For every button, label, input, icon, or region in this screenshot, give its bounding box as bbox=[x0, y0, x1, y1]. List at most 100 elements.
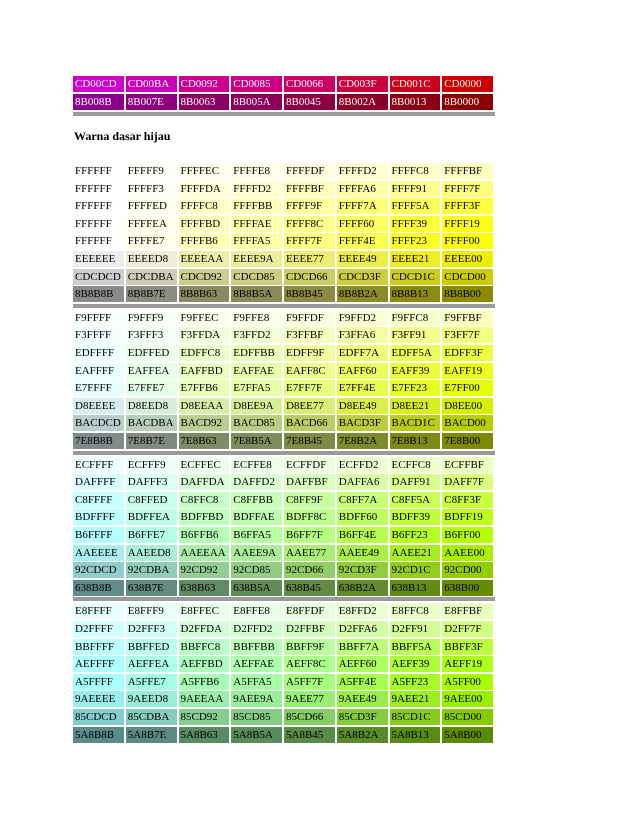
color-cell: FFFF23 bbox=[389, 233, 441, 250]
color-cell: 5A8B13 bbox=[389, 726, 441, 743]
color-cell: 9AEE9A bbox=[231, 691, 282, 708]
color-cell: 5A8B8B bbox=[73, 726, 124, 743]
color-cell: 7E8B5A bbox=[231, 433, 282, 449]
color-cell: AEFF8C bbox=[284, 656, 335, 673]
color-cell: F3FF7F bbox=[442, 327, 493, 344]
color-cell: 92CDBA bbox=[125, 562, 177, 579]
color-cell: BDFF39 bbox=[389, 509, 441, 526]
color-cell: D8EEAA bbox=[178, 397, 230, 414]
color-cell: DAFFBF bbox=[284, 474, 335, 491]
color-cell: EEEE00 bbox=[442, 251, 493, 267]
color-cell: AAEE77 bbox=[284, 544, 335, 561]
color-cell: ECFFBF bbox=[442, 456, 493, 473]
color-cell: CDCD66 bbox=[284, 268, 335, 285]
color-cell: FFFF00 bbox=[442, 233, 493, 250]
color-cell: EDFFED bbox=[125, 345, 177, 361]
color-cell: A5FFFF bbox=[73, 673, 124, 690]
color-cell: CDCD3F bbox=[336, 268, 388, 285]
color-cell: F9FFDF bbox=[284, 309, 335, 326]
color-cell: DAFF91 bbox=[389, 474, 441, 491]
color-cell: CDCDBA bbox=[125, 268, 177, 285]
color-cell: FFFFA6 bbox=[336, 180, 388, 197]
color-cell: AAEEEE bbox=[73, 544, 124, 561]
color-cell: D8EE00 bbox=[442, 397, 493, 414]
color-cell: F9FFD2 bbox=[336, 309, 388, 326]
color-cell: 7E8B2A bbox=[336, 433, 388, 449]
color-cell: BACDCD bbox=[73, 415, 124, 432]
color-cell: BBFF7A bbox=[336, 638, 388, 655]
color-cell: BDFFBD bbox=[178, 509, 230, 526]
color-cell: A5FF23 bbox=[389, 673, 441, 690]
color-cell: E7FFFF bbox=[73, 380, 124, 397]
separator bbox=[73, 112, 495, 117]
color-cell: A5FFB6 bbox=[178, 673, 230, 690]
color-cell: 9AEE21 bbox=[389, 691, 441, 708]
color-cell: FFFF39 bbox=[389, 215, 441, 232]
color-cell: E8FFDF bbox=[284, 603, 335, 620]
color-cell: FFFFAE bbox=[231, 215, 282, 232]
color-cell: CDCD85 bbox=[231, 268, 282, 285]
color-cell: E7FFE7 bbox=[125, 380, 177, 397]
color-cell: CD003F bbox=[336, 76, 388, 92]
color-cell: D2FF91 bbox=[389, 621, 441, 637]
color-cell: 638B7E bbox=[125, 579, 177, 596]
color-cell: 5A8B63 bbox=[178, 726, 230, 743]
color-cell: FFFF7F bbox=[442, 180, 493, 197]
color-cell: FFFFFF bbox=[73, 180, 124, 197]
color-cell: 8B8B45 bbox=[284, 286, 335, 303]
color-cell: 638B45 bbox=[284, 579, 335, 596]
color-cell: 638B2A bbox=[336, 579, 388, 596]
color-cell: 85CD66 bbox=[284, 709, 335, 725]
color-cell: F9FFEC bbox=[178, 309, 230, 326]
color-cell: CDCD1C bbox=[389, 268, 441, 285]
color-cell: 8B8B2A bbox=[336, 286, 388, 303]
color-cell: FFFFDF bbox=[284, 163, 335, 179]
color-cell: B6FF00 bbox=[442, 527, 493, 543]
color-cell: F3FFBF bbox=[284, 327, 335, 344]
color-cell: 8B0000 bbox=[442, 93, 493, 110]
color-cell: A5FF4E bbox=[336, 673, 388, 690]
color-cell: EEEE49 bbox=[336, 251, 388, 267]
color-cell: F3FFA6 bbox=[336, 327, 388, 344]
color-cell: AAEEAA bbox=[178, 544, 230, 561]
color-cell: D2FF7F bbox=[442, 621, 493, 637]
color-cell: EEEEAA bbox=[178, 251, 230, 267]
color-cell: 85CD1C bbox=[389, 709, 441, 725]
color-cell: 85CDCD bbox=[73, 709, 124, 725]
color-cell: EAFF8C bbox=[284, 362, 335, 379]
color-cell: BACD66 bbox=[284, 415, 335, 432]
color-cell: EEEE9A bbox=[231, 251, 282, 267]
color-cell: C8FFC8 bbox=[178, 491, 230, 508]
color-cell: BBFFBB bbox=[231, 638, 282, 655]
color-cell: CD0092 bbox=[178, 76, 230, 92]
color-cell: E7FFB6 bbox=[178, 380, 230, 397]
separator bbox=[73, 450, 495, 455]
color-cell: EAFFFF bbox=[73, 362, 124, 379]
color-cell: EDFFFF bbox=[73, 345, 124, 361]
color-cell: 85CDBA bbox=[125, 709, 177, 725]
color-cell: CD0085 bbox=[231, 76, 282, 92]
color-cell: 92CD1C bbox=[389, 562, 441, 579]
color-cell: B6FFFF bbox=[73, 527, 124, 543]
color-cell: 92CD66 bbox=[284, 562, 335, 579]
color-cell: EDFF3F bbox=[442, 345, 493, 361]
color-cell: FFFFDA bbox=[178, 180, 230, 197]
separator bbox=[73, 303, 495, 308]
color-cell: C8FFFF bbox=[73, 491, 124, 508]
color-cell: D2FFF3 bbox=[125, 621, 177, 637]
color-cell: AAEE9A bbox=[231, 544, 282, 561]
color-cell: FFFFFF bbox=[73, 215, 124, 232]
color-cell: F3FFDA bbox=[178, 327, 230, 344]
color-cell: F9FFBF bbox=[442, 309, 493, 326]
color-cell: FFFFA5 bbox=[231, 233, 282, 250]
color-cell: 638B63 bbox=[178, 579, 230, 596]
color-cell: FFFF8C bbox=[284, 215, 335, 232]
color-cell: BBFFFF bbox=[73, 638, 124, 655]
color-cell: E8FFBF bbox=[442, 603, 493, 620]
color-cell: B6FFA5 bbox=[231, 527, 282, 543]
color-cell: EDFFC8 bbox=[178, 345, 230, 361]
color-cell: A5FFA5 bbox=[231, 673, 282, 690]
color-cell: FFFFBB bbox=[231, 198, 282, 215]
color-cell: ECFFEC bbox=[178, 456, 230, 473]
